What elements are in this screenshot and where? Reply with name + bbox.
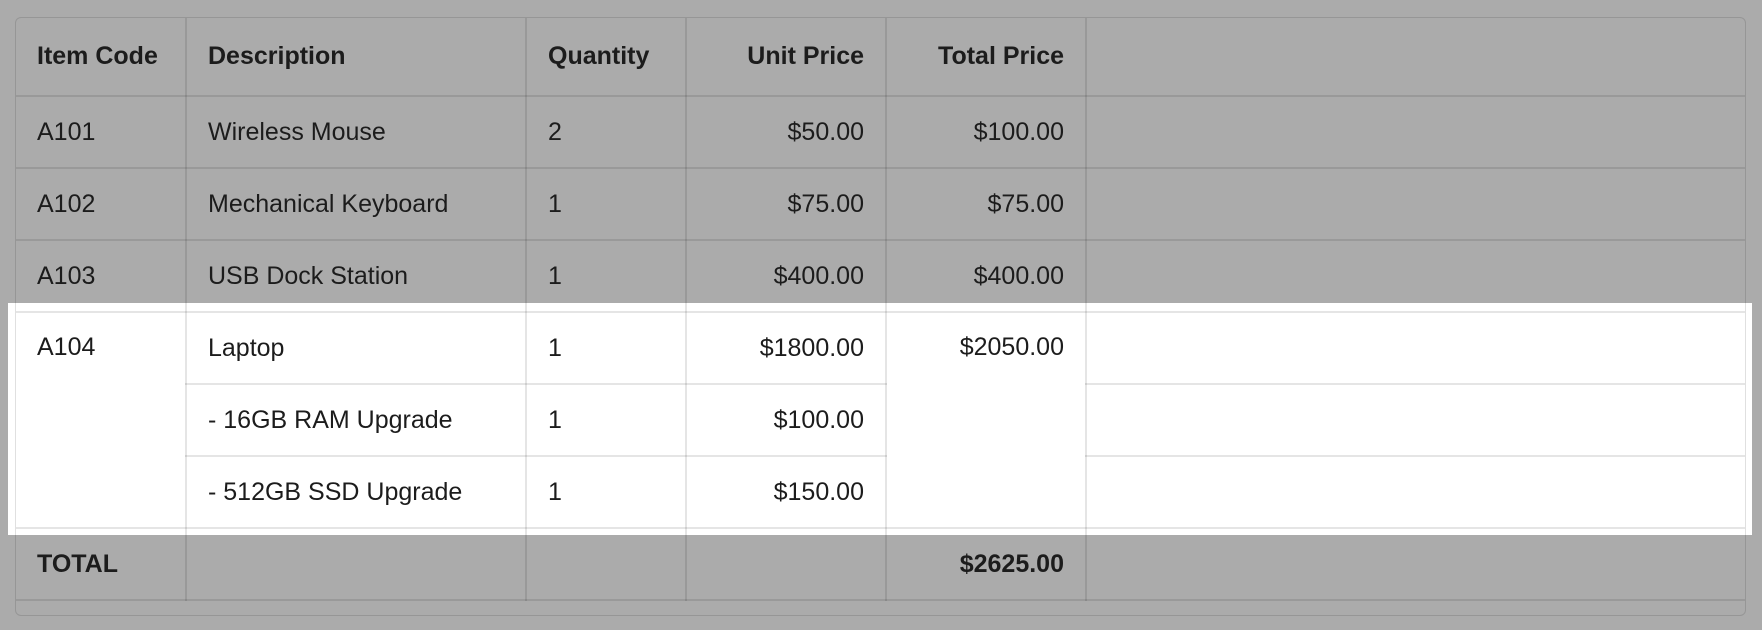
cell-code: A104: [16, 311, 187, 529]
header-row: Item Code Description Quantity Unit Pric…: [16, 18, 1745, 97]
cell-code: A102: [16, 167, 187, 241]
invoice-table-container: Item Code Description Quantity Unit Pric…: [15, 17, 1746, 616]
cell-quantity: 1: [525, 383, 687, 457]
table-row: A101 Wireless Mouse 2 $50.00 $100.00: [16, 95, 1745, 169]
table-row: A103 USB Dock Station 1 $400.00 $400.00: [16, 239, 1745, 313]
table-row-group: A104 Laptop 1 $1800.00 $2050.00: [16, 311, 1745, 529]
cell-empty: [1085, 167, 1745, 241]
total-row: TOTAL $2625.00: [16, 527, 1745, 601]
cell-unit-price: $150.00: [685, 455, 887, 529]
cell-quantity: 1: [525, 239, 687, 313]
table-row-sub: - 512GB SSD Upgrade 1 $150.00: [16, 455, 1745, 529]
cell-empty: [1085, 95, 1745, 169]
cell-code: A101: [16, 95, 187, 169]
cell-unit-price: $50.00: [685, 95, 887, 169]
cell-description: - 16GB RAM Upgrade: [186, 383, 527, 457]
cell-total-price: $2050.00: [885, 311, 1087, 529]
cell-quantity: 1: [525, 455, 687, 529]
cell-code: A103: [16, 239, 187, 313]
cell-empty: [1085, 527, 1745, 601]
cell-total-price: $400.00: [885, 239, 1087, 313]
cell-empty: [1085, 383, 1745, 457]
cell-quantity: 1: [525, 167, 687, 241]
cell-empty: [1085, 455, 1745, 529]
cell-unit-price: $100.00: [685, 383, 887, 457]
cell-total-price: $100.00: [885, 95, 1087, 169]
table-row: A102 Mechanical Keyboard 1 $75.00 $75.00: [16, 167, 1745, 241]
cell-empty: [185, 527, 527, 601]
cell-empty: [685, 527, 887, 601]
cell-unit-price: $1800.00: [685, 311, 887, 385]
cell-empty: [1085, 311, 1745, 385]
cell-quantity: 2: [525, 95, 687, 169]
cell-description: Mechanical Keyboard: [185, 167, 527, 241]
cell-quantity: 1: [525, 311, 687, 385]
cell-total-price: $75.00: [885, 167, 1087, 241]
header-total-price[interactable]: Total Price: [885, 18, 1087, 97]
table-row-sub: - 16GB RAM Upgrade 1 $100.00: [16, 383, 1745, 457]
cell-unit-price: $75.00: [685, 167, 887, 241]
header-empty: [1085, 18, 1745, 97]
cell-description: Wireless Mouse: [185, 95, 527, 169]
header-quantity[interactable]: Quantity: [525, 18, 687, 97]
cell-empty: [1085, 239, 1745, 313]
cell-unit-price: $400.00: [685, 239, 887, 313]
cell-empty: [525, 527, 687, 601]
cell-description: - 512GB SSD Upgrade: [186, 455, 527, 529]
cell-description: Laptop: [185, 311, 527, 385]
header-description[interactable]: Description: [185, 18, 527, 97]
cell-description: USB Dock Station: [185, 239, 527, 313]
header-unit-price[interactable]: Unit Price: [685, 18, 887, 97]
header-item-code[interactable]: Item Code: [16, 18, 187, 97]
total-label: TOTAL: [16, 527, 187, 601]
invoice-table: Item Code Description Quantity Unit Pric…: [16, 18, 1745, 601]
total-value: $2625.00: [885, 527, 1087, 601]
